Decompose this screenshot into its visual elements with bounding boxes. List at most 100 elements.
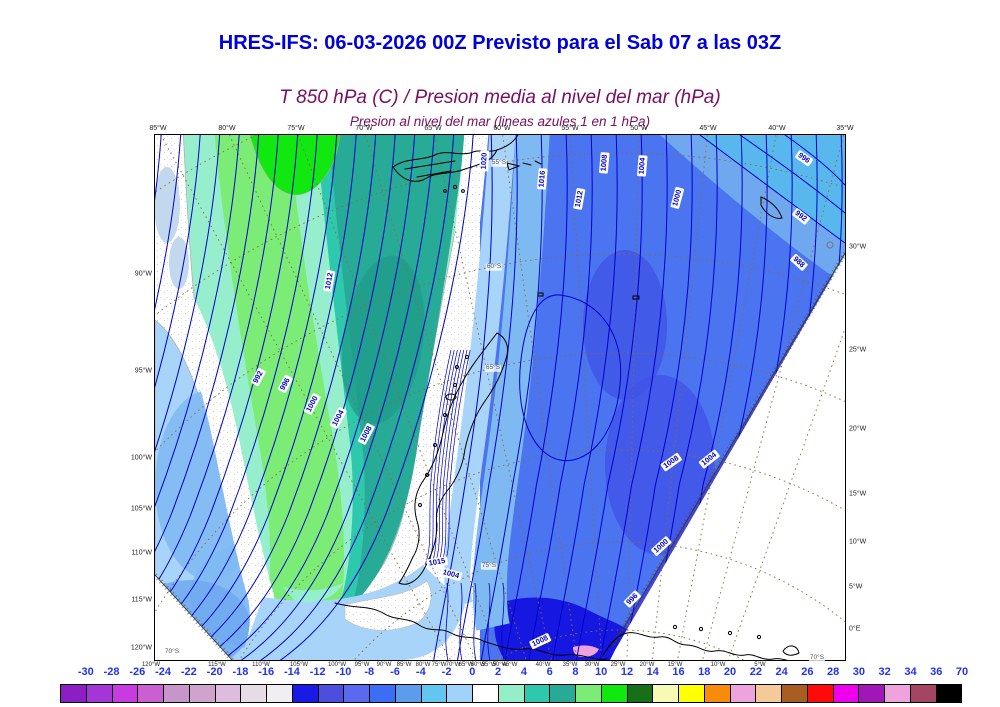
axis-label-bottom: 20°W bbox=[639, 662, 655, 668]
colorbar-cell bbox=[267, 685, 293, 702]
colorbar-cell bbox=[189, 685, 216, 702]
axis-label-bottom: 85°W bbox=[396, 662, 412, 668]
colorbar-cell bbox=[164, 685, 190, 702]
axis-label-bottom: 60°W bbox=[470, 662, 486, 668]
graticule bbox=[155, 135, 845, 660]
axis-label-left: 100°W bbox=[130, 454, 152, 462]
colorbar-cell bbox=[782, 685, 808, 702]
colorbar-cell bbox=[215, 685, 242, 702]
colorbar-label: 10 bbox=[595, 666, 608, 678]
colorbar-cell bbox=[61, 685, 87, 702]
colorbar-cell bbox=[885, 685, 911, 702]
colorbar-cell bbox=[241, 685, 267, 702]
colorbar-label: -24 bbox=[155, 666, 172, 678]
colorbar-cell bbox=[473, 685, 499, 702]
axis-label-left: 105°W bbox=[130, 505, 152, 513]
colorbar-label: 8 bbox=[572, 666, 579, 678]
colorbar-cell bbox=[679, 685, 705, 702]
axis-label-bottom: 95°W bbox=[354, 662, 370, 668]
colorbar-label: -28 bbox=[103, 666, 120, 678]
axis-label-bottom: 40°W bbox=[535, 662, 551, 668]
colorbar-cell bbox=[936, 685, 962, 702]
axis-label-bottom: 110°W bbox=[252, 662, 270, 668]
colorbar-cell bbox=[859, 685, 885, 702]
colorbar-cell bbox=[498, 685, 525, 702]
colorbar-cell bbox=[292, 685, 319, 702]
axis-label-bottom: 70°W bbox=[445, 662, 461, 668]
colorbar-cell bbox=[833, 685, 860, 702]
colorbar-label: -8 bbox=[364, 666, 375, 678]
colorbar-cell bbox=[86, 685, 113, 702]
axis-label-bottom: 25°W bbox=[610, 662, 626, 668]
colorbar-label: 22 bbox=[749, 666, 762, 678]
colorbar-cell bbox=[421, 685, 448, 702]
domain-boundary bbox=[155, 251, 845, 660]
colorbar-label: 2 bbox=[495, 666, 502, 678]
colorbar-label: 34 bbox=[904, 666, 917, 678]
axis-label-bottom: 120°W bbox=[141, 662, 161, 668]
colorbar-label: -14 bbox=[283, 666, 300, 678]
axis-label-bottom: 80°W bbox=[415, 662, 431, 668]
colorbar-label: -2 bbox=[441, 666, 452, 678]
colorbar-cell bbox=[344, 685, 370, 702]
page-title: HRES-IFS: 06-03-2026 00Z Previsto para e… bbox=[218, 32, 782, 54]
colorbar-cell bbox=[138, 685, 164, 702]
colorbar-cell bbox=[112, 685, 139, 702]
axis-label-bottom: 75°W bbox=[431, 662, 447, 668]
axis-label-right: 25°W bbox=[849, 346, 867, 354]
colorbar-cell bbox=[627, 685, 654, 702]
axis-label-right: 10°W bbox=[849, 538, 867, 546]
map-subtitle: T 850 hPa (C) / Presion media al nivel d… bbox=[279, 87, 721, 108]
colorbar-label: -26 bbox=[129, 666, 146, 678]
colorbar bbox=[60, 684, 962, 703]
map-canvas bbox=[155, 135, 845, 660]
colorbar-label: 24 bbox=[775, 666, 788, 678]
colorbar-label: 36 bbox=[930, 666, 943, 678]
colorbar-label: 28 bbox=[827, 666, 840, 678]
colorbar-label: 26 bbox=[801, 666, 814, 678]
axis-label-bottom: 35°W bbox=[562, 662, 578, 668]
colorbar-cell bbox=[318, 685, 345, 702]
axis-label-bottom: 65°W bbox=[458, 662, 474, 668]
colorbar-cell bbox=[550, 685, 576, 702]
colorbar-label: 70 bbox=[955, 666, 969, 678]
colorbar-label: -12 bbox=[309, 666, 326, 678]
axis-label-bottom: 45°W bbox=[502, 662, 518, 668]
axis-label-right: 30°W bbox=[849, 243, 867, 251]
axis-label-left: 110°W bbox=[131, 549, 152, 557]
colorbar-label: -10 bbox=[335, 666, 352, 678]
axis-label-bottom: 30°W bbox=[584, 662, 600, 668]
axis-label-bottom: 100°W bbox=[327, 662, 347, 668]
colorbar-label: -22 bbox=[180, 666, 197, 678]
axis-label-right: 0°E bbox=[849, 625, 861, 633]
colorbar-cell bbox=[910, 685, 937, 702]
axis-label-bottom: 55°W bbox=[481, 662, 497, 668]
colorbar-label: 4 bbox=[520, 666, 527, 678]
colorbar-label: -16 bbox=[258, 666, 275, 678]
colorbar-label: 6 bbox=[546, 666, 553, 678]
colorbar-cell bbox=[576, 685, 602, 702]
axis-label-left: 90°W bbox=[134, 270, 152, 278]
colorbar-label: -4 bbox=[415, 666, 426, 678]
colorbar-cell bbox=[653, 685, 679, 702]
colorbar-label: 30 bbox=[852, 666, 866, 678]
axis-label-bottom: 5°W bbox=[754, 662, 766, 668]
axis-label-right: 5°W bbox=[849, 583, 863, 591]
axis-label-bottom: 105°W bbox=[289, 662, 309, 668]
axis-label-right: 20°W bbox=[849, 425, 867, 433]
colorbar-label: 20 bbox=[723, 666, 737, 678]
map-note: Presion al nivel del mar (lineas azules … bbox=[349, 114, 651, 129]
axis-label-bottom: 90°W bbox=[376, 662, 392, 668]
colorbar-label: 14 bbox=[646, 666, 659, 678]
colorbar-cell bbox=[395, 685, 422, 702]
axis-label-bottom: 15°W bbox=[667, 662, 683, 668]
colorbar-label: 0 bbox=[469, 666, 476, 678]
axis-label-left: 115°W bbox=[131, 596, 152, 604]
colorbar-cell bbox=[704, 685, 731, 702]
colorbar-label: 32 bbox=[878, 666, 891, 678]
colorbar-cell bbox=[730, 685, 757, 702]
axis-label-bottom: 50°W bbox=[492, 662, 508, 668]
colorbar-cell bbox=[756, 685, 782, 702]
colorbar-label: -30 bbox=[77, 666, 94, 678]
